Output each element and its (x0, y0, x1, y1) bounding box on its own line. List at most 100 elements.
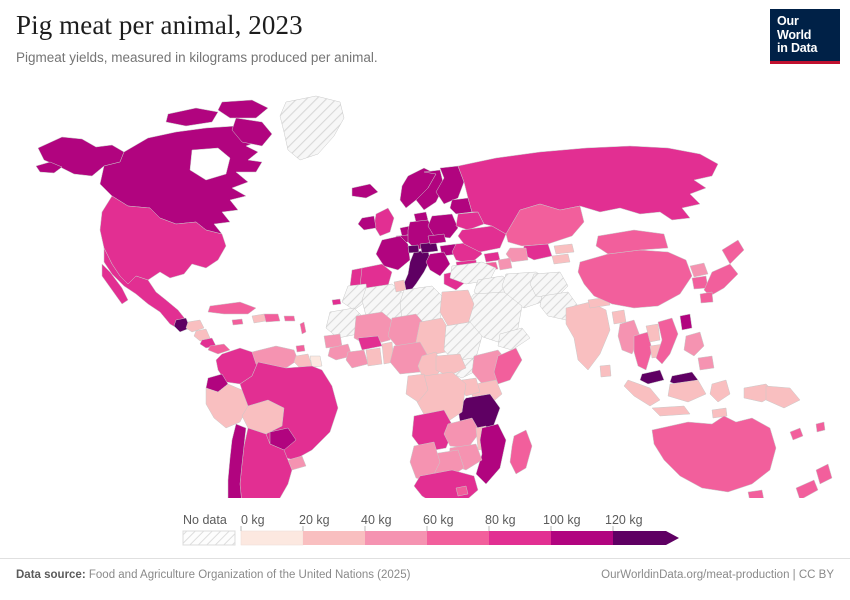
country-azerbaijan[interactable] (498, 258, 512, 270)
country-baltics[interactable] (450, 198, 472, 214)
country-iceland[interactable] (352, 184, 378, 198)
country-baja[interactable] (102, 264, 128, 304)
country-sweden[interactable] (416, 170, 444, 210)
legend-bin-40-60[interactable] (365, 531, 427, 545)
country-china[interactable] (578, 250, 692, 308)
world-map-svg[interactable] (0, 88, 850, 498)
country-canada-arctic-1[interactable] (166, 108, 218, 126)
country-bangladesh[interactable] (612, 310, 626, 324)
country-gabon-congo[interactable] (406, 374, 428, 402)
country-malaysia[interactable] (640, 370, 664, 384)
country-burkina-faso[interactable] (358, 336, 382, 350)
country-puerto-rico[interactable] (284, 316, 295, 321)
country-angola[interactable] (412, 410, 454, 452)
country-poland[interactable] (428, 214, 458, 238)
country-chile[interactable] (224, 424, 246, 498)
country-jamaica[interactable] (232, 319, 243, 325)
legend-no-data-swatch[interactable] (182, 530, 236, 546)
country-czechia[interactable] (428, 234, 446, 244)
country-haiti[interactable] (252, 314, 266, 323)
country-russia[interactable] (458, 146, 718, 234)
country-laos[interactable] (646, 324, 660, 342)
country-sri-lanka[interactable] (600, 365, 611, 377)
page-title: Pig meat per animal, 2023 (16, 10, 303, 40)
country-mozambique[interactable] (476, 424, 506, 484)
country-suriname[interactable] (310, 356, 322, 367)
country-portugal[interactable] (350, 268, 362, 286)
country-ghana[interactable] (366, 348, 382, 366)
country-baffin[interactable] (232, 118, 272, 146)
country-kyrgyzstan[interactable] (554, 244, 574, 254)
country-new-zealand-south[interactable] (796, 480, 818, 498)
country-japan-kyushu[interactable] (700, 292, 713, 303)
country-aleutians[interactable] (36, 162, 62, 173)
country-austria[interactable] (420, 242, 438, 253)
legend-bin-80-100[interactable] (489, 531, 551, 545)
country-panama[interactable] (208, 344, 230, 354)
country-united-kingdom[interactable] (374, 208, 394, 236)
country-yemen-oman[interactable] (497, 327, 531, 351)
country-philippines-south[interactable] (698, 356, 714, 370)
country-philippines[interactable] (684, 332, 704, 356)
country-morocco-western-sahara[interactable] (341, 283, 369, 311)
country-new-zealand-north[interactable] (816, 464, 832, 484)
country-dominican-republic[interactable] (264, 314, 280, 322)
legend-svg[interactable]: No data 0 kg 20 kg 40 kg 60 kg 80 (0, 505, 850, 553)
country-madagascar[interactable] (510, 430, 532, 474)
country-greenland[interactable] (279, 95, 345, 161)
owid-logo[interactable]: Our World in Data (770, 9, 840, 64)
country-lesser-antilles[interactable] (300, 322, 306, 334)
country-belarus[interactable] (456, 212, 484, 230)
country-guinea[interactable] (328, 344, 352, 360)
country-tajikistan[interactable] (552, 254, 570, 264)
country-timor[interactable] (712, 408, 727, 418)
country-australia[interactable] (652, 416, 776, 492)
legend-bin-100-120[interactable] (551, 531, 613, 545)
country-canada-arctic-2[interactable] (218, 100, 268, 118)
legend-bin-20-40[interactable] (303, 531, 365, 545)
country-cuba[interactable] (208, 302, 256, 314)
world-map[interactable] (0, 88, 850, 498)
country-peru[interactable] (206, 384, 248, 428)
country-indonesia-sulawesi[interactable] (710, 380, 730, 402)
country-guatemala[interactable] (174, 318, 190, 332)
country-indonesia-borneo[interactable] (668, 380, 706, 402)
country-papua-new-guinea[interactable] (766, 386, 800, 408)
country-vietnam[interactable] (656, 318, 678, 364)
country-japan-honshu[interactable] (704, 264, 738, 296)
country-mongolia[interactable] (596, 230, 668, 254)
country-new-caledonia[interactable] (790, 428, 803, 440)
country-hudson-bay[interactable] (190, 148, 230, 180)
country-fiji[interactable] (816, 422, 825, 432)
country-honduras[interactable] (186, 320, 204, 332)
attribution-link[interactable]: OurWorldinData.org/meat-production | CC … (601, 569, 834, 581)
country-egypt[interactable] (440, 290, 474, 326)
country-balkans[interactable] (426, 252, 450, 276)
country-france[interactable] (376, 236, 410, 270)
map-legend[interactable]: No data 0 kg 20 kg 40 kg 60 kg 80 (0, 505, 850, 553)
country-guyana[interactable] (294, 354, 312, 368)
country-car[interactable] (436, 354, 466, 376)
country-india[interactable] (566, 302, 610, 370)
country-indonesia-java[interactable] (652, 406, 690, 416)
country-tasmania[interactable] (748, 490, 764, 498)
country-somalia[interactable] (494, 348, 522, 384)
data-source-text: Food and Agriculture Organization of the… (88, 569, 411, 581)
country-ivory-coast[interactable] (346, 350, 368, 368)
country-japan[interactable] (722, 240, 744, 264)
country-trinidad[interactable] (296, 345, 305, 352)
legend-bin-60-80[interactable] (427, 531, 489, 545)
country-turkmenistan[interactable] (506, 248, 528, 262)
country-georgia[interactable] (484, 252, 500, 262)
country-switzerland[interactable] (408, 245, 419, 253)
country-taiwan[interactable] (680, 314, 692, 330)
country-ireland[interactable] (358, 216, 376, 230)
country-kazakhstan[interactable] (506, 204, 584, 246)
country-paraguay[interactable] (270, 428, 296, 450)
country-canary[interactable] (332, 299, 341, 305)
country-indonesia-sumatra[interactable] (624, 380, 660, 406)
legend-bin-120-plus[interactable] (613, 531, 666, 545)
country-north-korea[interactable] (690, 263, 708, 277)
legend-bin-0-20[interactable] (240, 530, 304, 546)
country-lesotho[interactable] (456, 486, 468, 496)
